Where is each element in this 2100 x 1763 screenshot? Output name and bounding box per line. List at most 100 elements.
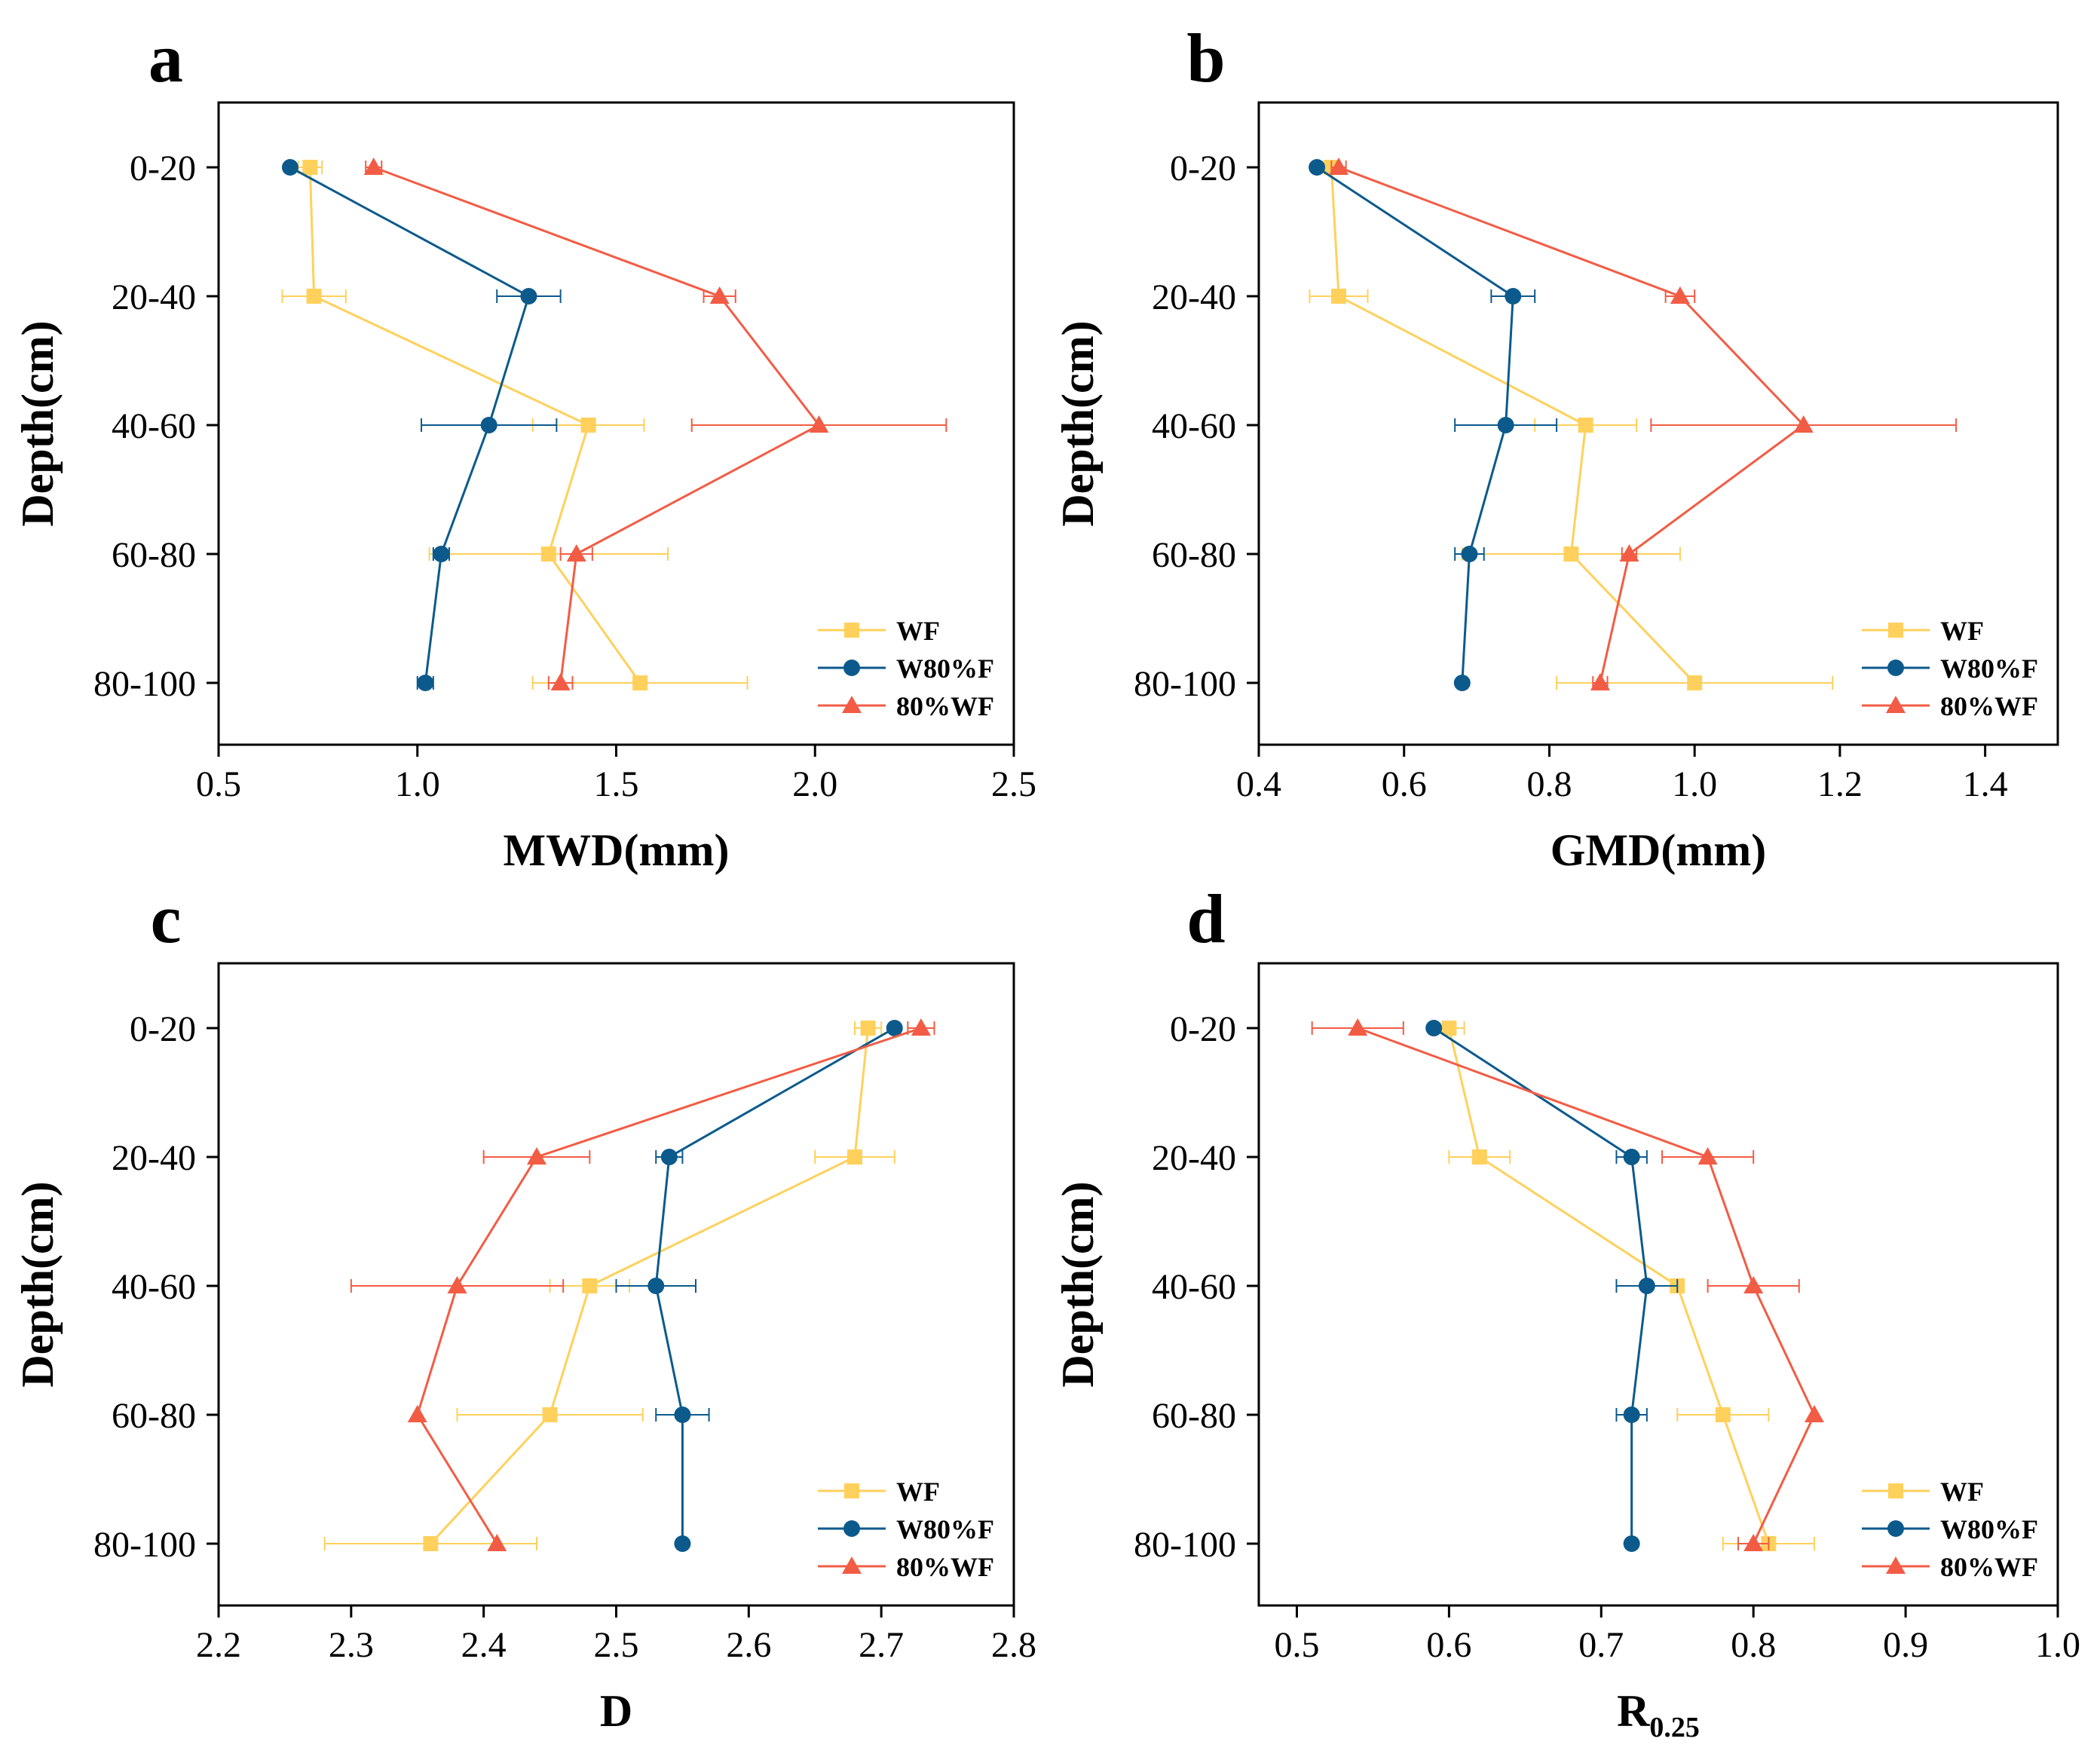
legend: WF W80%F 80%WF <box>1862 1477 2038 1582</box>
data-point <box>1329 158 1348 175</box>
data-point <box>447 1276 467 1293</box>
x-axis-title: D <box>600 1686 632 1736</box>
x-tick-label: 1.0 <box>2035 1625 2080 1665</box>
panel-d: d 0.5 0.6 0.7 0.8 0.9 1.0 0-20 20-40 40-60 60-80 80… <box>1053 880 2080 1743</box>
data-point <box>1623 1535 1640 1552</box>
y-tick-label: 40-60 <box>1152 406 1236 446</box>
data-point <box>580 418 596 433</box>
series-W80%F <box>281 159 562 691</box>
x-tick-label: 0.7 <box>1578 1625 1624 1665</box>
x-tick-label: 0.4 <box>1236 764 1281 804</box>
y-tick-label: 20-40 <box>112 1138 196 1178</box>
series-80%WF <box>350 1018 935 1551</box>
y-tick-label: 60-80 <box>1152 535 1236 575</box>
y-tick-label: 80-100 <box>1134 664 1236 704</box>
legend-marker <box>1886 1556 1906 1574</box>
data-point <box>582 1278 598 1293</box>
x-tick-label: 2.5 <box>594 1625 639 1665</box>
series-80%WF <box>1311 1018 1824 1551</box>
x-tick-label: 0.6 <box>1426 1625 1471 1665</box>
legend-marker <box>843 1520 860 1537</box>
data-point <box>632 675 648 690</box>
x-tick-label: 0.8 <box>1731 1625 1776 1665</box>
data-point <box>306 289 322 304</box>
data-point <box>709 286 730 304</box>
legend-label: W80%F <box>896 1514 994 1544</box>
legend-label: 80%WF <box>1940 1552 2038 1582</box>
y-tick-label: 20-40 <box>112 277 196 317</box>
data-point <box>1619 544 1639 562</box>
legend: WF W80%F 80%WF <box>818 1477 994 1582</box>
data-point <box>281 159 298 176</box>
y-tick-label: 40-60 <box>1152 1267 1236 1307</box>
x-tick-label: 2.3 <box>329 1625 374 1665</box>
legend-marker <box>844 623 859 638</box>
y-axis-title: Depth(cm) <box>1053 320 1103 526</box>
y-tick-label: 60-80 <box>1152 1396 1236 1436</box>
data-point <box>550 673 571 690</box>
y-tick-label: 80-100 <box>1134 1525 1236 1565</box>
x-tick-label: 0.5 <box>1274 1625 1319 1665</box>
legend-label: 80%WF <box>896 691 994 721</box>
series-80%WF <box>363 158 947 690</box>
x-tick-label: 1.5 <box>594 764 639 804</box>
y-tick-label: 20-40 <box>1152 1138 1236 1178</box>
y-tick-label: 60-80 <box>112 535 196 575</box>
data-point <box>1715 1407 1731 1422</box>
x-axis-title: MWD(mm) <box>504 825 730 875</box>
x-tick-label: 0.8 <box>1526 764 1572 804</box>
data-point <box>1590 673 1610 690</box>
x-tick-label: 2.8 <box>991 1625 1036 1665</box>
legend-marker <box>844 1483 859 1498</box>
legend-label: W80%F <box>1940 653 2038 684</box>
legend-marker <box>843 660 860 676</box>
data-point <box>542 1407 558 1422</box>
legend-marker <box>1887 1520 1904 1537</box>
data-point <box>911 1018 931 1036</box>
y-tick-label: 0-20 <box>1170 1009 1236 1049</box>
y-tick-label: 0-20 <box>1170 148 1236 188</box>
x-tick-label: 1.0 <box>395 764 440 804</box>
data-point <box>809 415 829 433</box>
data-point <box>302 160 318 175</box>
data-point <box>860 1021 876 1036</box>
y-tick-label: 0-20 <box>130 1009 196 1049</box>
x-tick-label: 0.5 <box>196 764 241 804</box>
data-point <box>1471 1149 1487 1165</box>
x-tick-label: 2.2 <box>196 1625 241 1665</box>
series-W80%F <box>1309 159 1558 691</box>
panel-label: a <box>148 20 183 96</box>
legend-label: 80%WF <box>896 1552 994 1582</box>
data-point <box>433 546 450 562</box>
x-tick-label: 2.7 <box>859 1625 904 1665</box>
data-point <box>423 1536 439 1551</box>
x-tick-label: 2.5 <box>991 764 1036 804</box>
series-80%WF <box>1329 158 1958 690</box>
data-point <box>1697 1147 1718 1165</box>
data-point <box>527 1147 546 1165</box>
data-point <box>540 546 556 562</box>
x-tick-label: 0.9 <box>1883 1625 1928 1665</box>
y-tick-label: 80-100 <box>93 664 196 704</box>
data-point <box>1505 288 1522 305</box>
data-point <box>363 158 384 175</box>
y-tick-label: 40-60 <box>112 406 196 446</box>
data-point <box>487 1534 507 1551</box>
plot-frame <box>1257 101 2059 746</box>
plot-frame <box>1257 962 2059 1607</box>
data-point <box>1563 546 1579 562</box>
panel-label: c <box>151 880 182 957</box>
x-tick-label: 2.0 <box>792 764 837 804</box>
y-tick-label: 60-80 <box>112 1396 196 1436</box>
panel-a: a 0.5 1.0 1.5 2.0 2.5 0-20 20-40 40-60 60-80 80-10… <box>13 20 1036 875</box>
panel-c: c 2.2 2.3 2.4 2.5 2.6 2.7 2.8 0-20 20-40 40-60 60-8… <box>13 880 1036 1736</box>
y-axis-title: Depth(cm) <box>1053 1181 1103 1387</box>
data-point <box>1670 286 1690 304</box>
legend-label: WF <box>896 616 940 646</box>
series-W80%F <box>615 1020 903 1552</box>
legend: WF W80%F 80%WF <box>818 616 994 721</box>
panel-label: d <box>1186 880 1225 957</box>
legend-marker <box>842 696 862 713</box>
legend-label: WF <box>1940 1477 1984 1507</box>
